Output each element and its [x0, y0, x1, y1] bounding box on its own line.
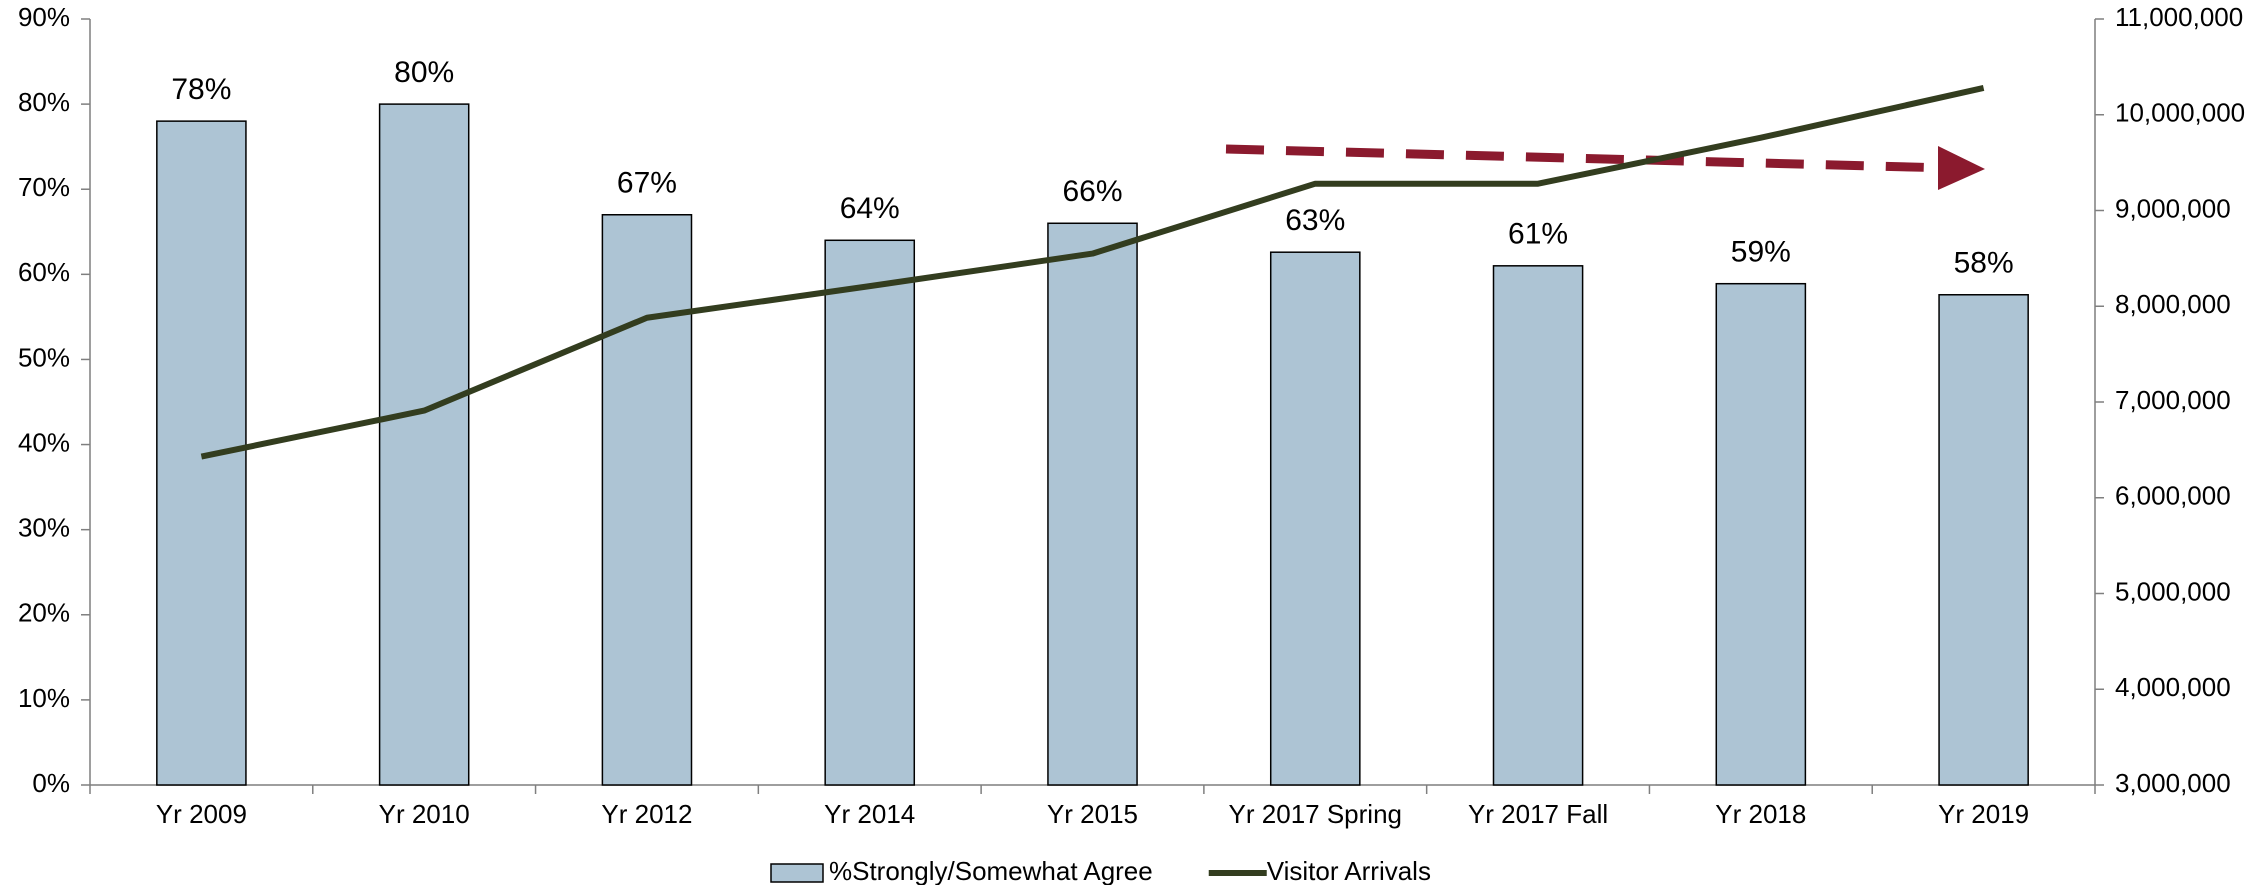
bar: [1938, 294, 2029, 786]
y-tick-label: 90%: [18, 2, 70, 32]
y-tick-label: 60%: [18, 257, 70, 287]
data-label: 66%: [1062, 175, 1122, 208]
y2-tick-label: 9,000,000: [2115, 193, 2231, 223]
y-tick-label: 80%: [18, 87, 70, 117]
data-label: 58%: [1954, 247, 2014, 280]
x-tick-label: Yr 2009: [156, 799, 247, 829]
bar: [378, 103, 470, 786]
x-tick-label: Yr 2010: [379, 799, 470, 829]
legend-label: Visitor Arrivals: [1267, 856, 1431, 885]
x-tick-label: Yr 2014: [824, 799, 915, 829]
bar: [1047, 222, 1138, 786]
y2-tick-label: 10,000,000: [2115, 98, 2245, 128]
bar: [601, 214, 693, 786]
y2-tick-label: 3,000,000: [2115, 768, 2231, 798]
y-tick-label: 10%: [18, 683, 70, 713]
y-tick-label: 70%: [18, 172, 70, 202]
data-label: 61%: [1508, 218, 1568, 251]
data-label: 64%: [840, 192, 900, 225]
y2-tick-label: 4,000,000: [2115, 672, 2231, 702]
line: [200, 85, 1985, 460]
y2-tick-label: 11,000,000: [2115, 2, 2243, 32]
y2-tick-label: 5,000,000: [2115, 576, 2231, 606]
x-tick-label: Yr 2015: [1047, 799, 1138, 829]
bar: [1715, 282, 1807, 786]
data-label: 59%: [1731, 236, 1791, 269]
trend-arrow: [1225, 144, 1985, 190]
y-tick-label: 0%: [32, 768, 70, 798]
x-tick-label: Yr 2018: [1715, 799, 1806, 829]
trend-arrow-head: [1938, 146, 1985, 190]
data-label: 67%: [617, 167, 677, 200]
bar: [1492, 265, 1584, 786]
x-tick-label: Yr 2012: [601, 799, 692, 829]
y-tick-label: 20%: [18, 598, 70, 628]
bar: [824, 239, 916, 786]
legend-label: %Strongly/Somewhat Agree: [829, 856, 1153, 885]
legend-swatch: [770, 863, 824, 883]
data-label: 78%: [171, 73, 231, 106]
y2-tick-label: 6,000,000: [2115, 481, 2231, 511]
legend: %Strongly/Somewhat Agree Visitor Arrivals: [770, 856, 1431, 886]
x-tick-label: Yr 2019: [1938, 799, 2029, 829]
data-label: 80%: [394, 56, 454, 89]
x-tick-label: Yr 2017 Fall: [1468, 799, 1608, 829]
y-tick-label: 40%: [18, 427, 70, 457]
y2-tick-label: 8,000,000: [2115, 289, 2231, 319]
trend-arrow-line: [1225, 144, 1951, 173]
y-tick-label: 50%: [18, 342, 70, 372]
bar: [1269, 251, 1361, 786]
x-tick-label: Yr 2017 Spring: [1229, 799, 1402, 829]
data-label: 63%: [1285, 204, 1345, 237]
y-tick-label: 30%: [18, 513, 70, 543]
y2-tick-label: 7,000,000: [2115, 385, 2231, 415]
